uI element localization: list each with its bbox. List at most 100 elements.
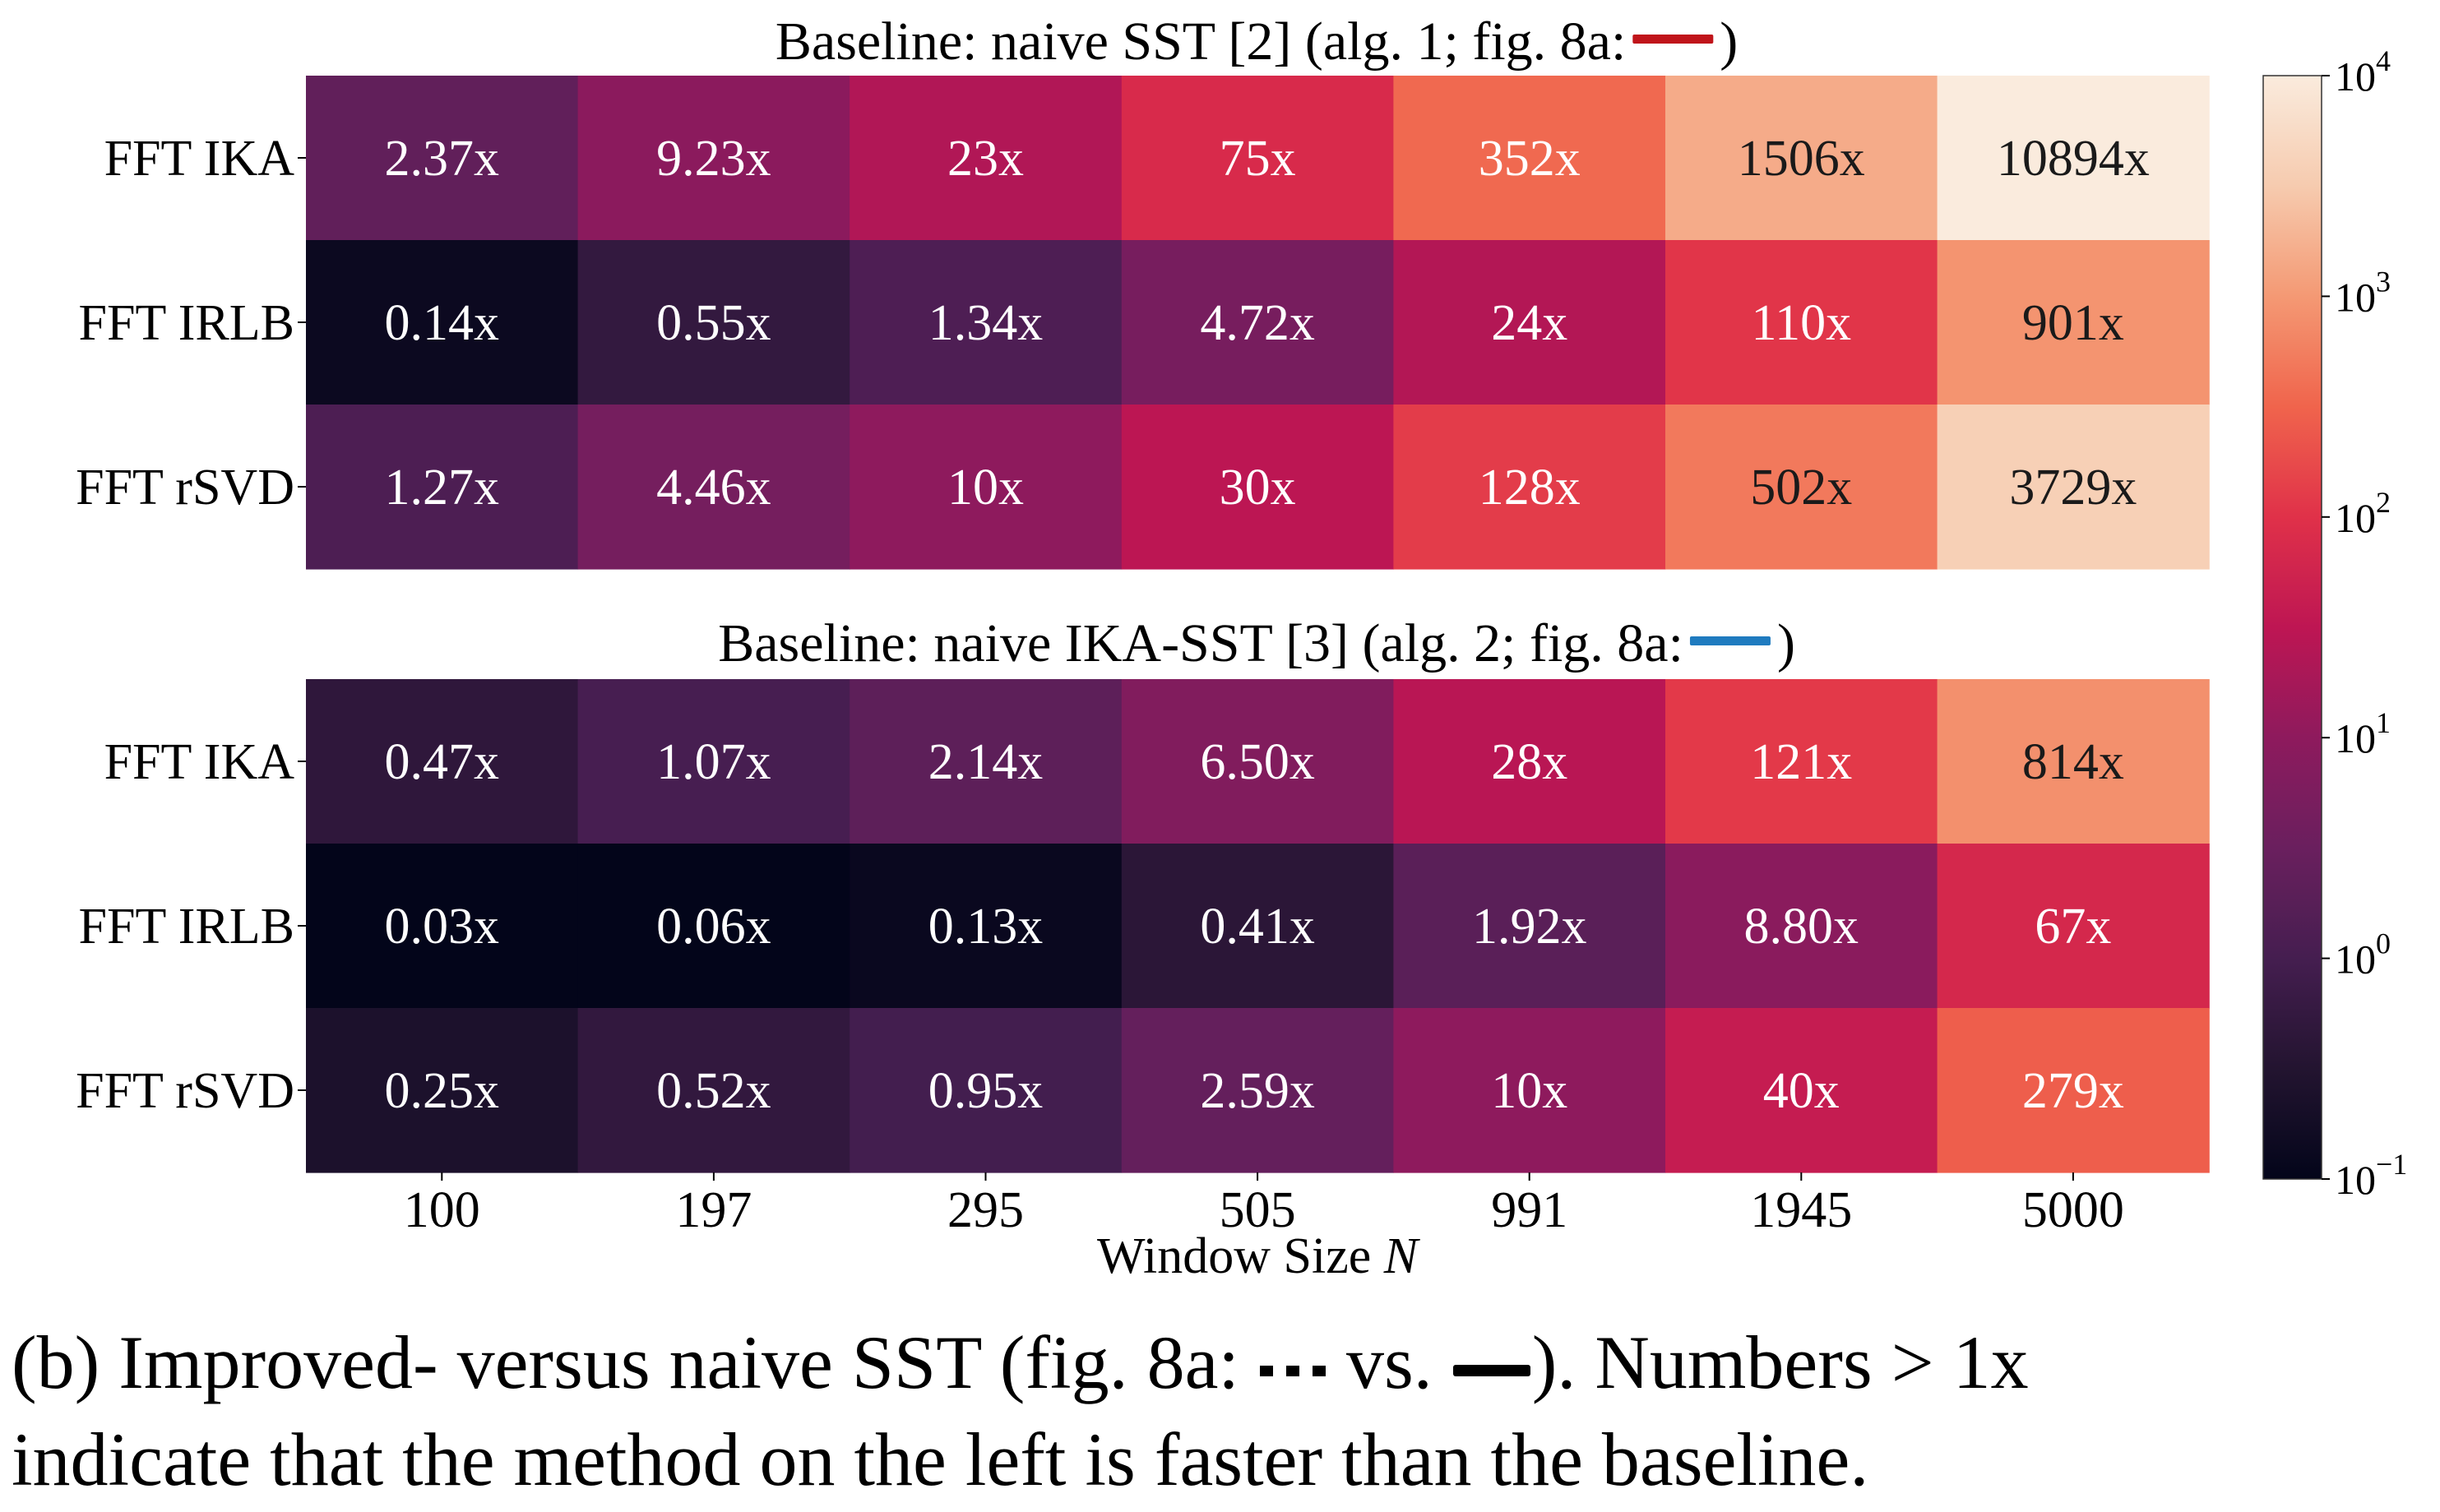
colorbar-tick-label: 100 (2335, 927, 2391, 983)
cell-value-label: 901x (2022, 295, 2124, 351)
heatmap-cell (850, 844, 1123, 1009)
heatmap-cell (1665, 844, 1938, 1009)
cell-value-label: 1.92x (1472, 899, 1587, 955)
cell-value-label: 0.52x (656, 1063, 771, 1119)
baseline-legend-line (1632, 35, 1714, 44)
cell-value-label: 0.03x (385, 899, 500, 955)
caption-line-2: indicate that the method on the left is … (12, 1417, 1869, 1501)
heatmap-cell (1665, 1008, 1938, 1173)
caption-text-1a: (b) Improved- versus naive SST (fig. 8a: (12, 1320, 1258, 1404)
x-tick-label: 991 (1491, 1182, 1567, 1238)
cell-value-label: 1506x (1738, 131, 1865, 187)
heatmap-cell (306, 240, 579, 405)
cell-value-label: 24x (1491, 295, 1567, 351)
heatmap-cell (1665, 679, 1938, 844)
cell-value-label: 10x (1491, 1063, 1567, 1119)
row-label: FFT IKA (104, 131, 295, 187)
heatmap-cell (1121, 76, 1394, 241)
cell-value-label: 110x (1751, 295, 1851, 351)
heatmap-cell (1937, 76, 2210, 241)
cell-value-label: 10894x (1997, 131, 2150, 187)
cell-value-label: 128x (1479, 460, 1581, 516)
heatmap-cell (1121, 240, 1394, 405)
heatmap-cell (1937, 240, 2210, 405)
x-tick-label: 100 (404, 1182, 480, 1238)
x-tick-label: 295 (947, 1182, 1024, 1238)
heatmap-cell (1937, 1008, 2210, 1173)
heatmap-cell (1121, 844, 1394, 1009)
heatmap-cell (1665, 405, 1938, 570)
cell-value-label: 75x (1220, 131, 1296, 187)
heatmap-cell (1393, 1008, 1666, 1173)
colorbar-tick-label: 10−1 (2335, 1148, 2407, 1203)
caption-text-1b: vs. (1326, 1320, 1451, 1404)
heatmap-cell (850, 679, 1123, 844)
x-tick-label: 505 (1220, 1182, 1296, 1238)
cell-value-label: 0.55x (656, 295, 771, 351)
cell-value-label: 0.14x (385, 295, 500, 351)
heatmap-cell (577, 1008, 850, 1173)
cell-value-label: 40x (1763, 1063, 1840, 1119)
heatmap-cell (577, 76, 850, 241)
cell-value-label: 8.80x (1744, 899, 1859, 955)
heatmap-cell (1393, 240, 1666, 405)
cell-value-label: 2.37x (385, 131, 500, 187)
colorbar-gradient (2262, 75, 2322, 1180)
heatmap-cell (1937, 679, 2210, 844)
cell-value-label: 1.27x (385, 460, 500, 516)
heatmap-cell (1121, 679, 1394, 844)
heatmap-cell (577, 679, 850, 844)
colorbar-tick-label: 103 (2335, 265, 2391, 320)
heatmap-panel-1: Baseline: naive SST [2] (alg. 1; fig. 8a… (76, 12, 2210, 570)
heatmap-cell (1393, 76, 1666, 241)
x-tick-label: 1945 (1750, 1182, 1852, 1238)
panel-title: Baseline: naive SST [2] (alg. 1; fig. 8a… (776, 12, 1626, 72)
cell-value-label: 0.06x (656, 899, 771, 955)
heatmap-figure: Baseline: naive SST [2] (alg. 1; fig. 8a… (76, 12, 2407, 1284)
cell-value-label: 121x (1750, 734, 1852, 790)
dotted-line-legend-icon (1259, 1365, 1326, 1376)
panel-title-close: ) (1720, 12, 1738, 72)
heatmap-cell (577, 844, 850, 1009)
heatmap-cell (1121, 405, 1394, 570)
heatmap-cell (577, 405, 850, 570)
heatmap-cell (306, 679, 579, 844)
heatmap-cell (850, 405, 1123, 570)
cell-value-label: 3729x (2009, 460, 2137, 516)
colorbar-tick-label: 102 (2335, 486, 2391, 541)
heatmap-cell (1937, 844, 2210, 1009)
cell-value-label: 0.95x (928, 1063, 1044, 1119)
heatmap-cell (1121, 1008, 1394, 1173)
cell-value-label: 9.23x (656, 131, 771, 187)
cell-value-label: 30x (1220, 460, 1296, 516)
cell-value-label: 4.72x (1200, 295, 1315, 351)
cell-value-label: 814x (2022, 734, 2124, 790)
row-label: FFT rSVD (76, 460, 294, 516)
cell-value-label: 502x (1750, 460, 1852, 516)
cell-value-label: 6.50x (1200, 734, 1315, 790)
panel-title: Baseline: naive IKA-SST [3] (alg. 2; fig… (718, 613, 1683, 673)
cell-value-label: 28x (1491, 734, 1567, 790)
cell-value-label: 279x (2022, 1063, 2124, 1119)
heatmap-cell (1393, 405, 1666, 570)
heatmap-cell (306, 844, 579, 1009)
cell-value-label: 23x (947, 131, 1024, 187)
x-tick-label: 197 (675, 1182, 752, 1238)
row-label: FFT IKA (104, 734, 295, 790)
cell-value-label: 0.13x (928, 899, 1044, 955)
x-tick-label: 5000 (2022, 1182, 2124, 1238)
row-label: FFT rSVD (76, 1063, 294, 1119)
cell-value-label: 67x (2035, 899, 2111, 955)
cell-value-label: 1.34x (928, 295, 1044, 351)
cell-value-label: 2.14x (928, 734, 1044, 790)
heatmap-cell (850, 1008, 1123, 1173)
heatmap-cell (306, 76, 579, 241)
row-label: FFT IRLB (79, 899, 294, 955)
heatmap-cell (1393, 679, 1666, 844)
colorbar-tick-label: 101 (2335, 706, 2391, 761)
x-axis-label: Window Size N (1097, 1228, 1421, 1284)
heatmap-cell (306, 1008, 579, 1173)
heatmap-cell (1665, 240, 1938, 405)
heatmap-cell (306, 405, 579, 570)
caption-text-1c: ). Numbers > 1x (1531, 1320, 2029, 1404)
